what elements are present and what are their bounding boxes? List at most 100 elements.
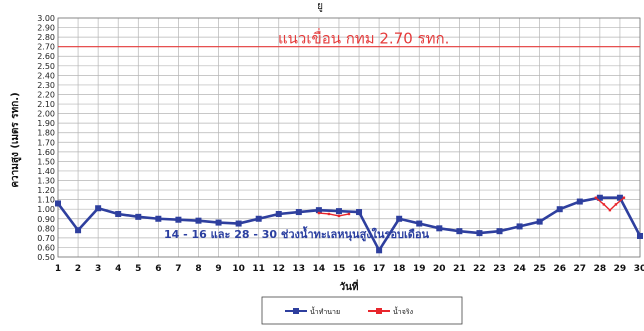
- x-tick-label: 28: [594, 264, 607, 274]
- data-point: [115, 210, 122, 217]
- y-tick-label: 1.40: [37, 167, 55, 176]
- x-tick-label: 16: [353, 264, 366, 274]
- data-point: [496, 228, 503, 235]
- y-tick-label: 1.20: [37, 186, 55, 195]
- x-tick-label: 15: [333, 264, 346, 274]
- x-tick-label: 5: [135, 264, 141, 274]
- data-point: [235, 220, 242, 227]
- x-tick-label: 13: [293, 264, 306, 274]
- y-axis-title: ความสูง (เมตร รทก.): [10, 92, 22, 187]
- y-tick-label: 0.90: [37, 215, 55, 224]
- y-tick-label: 2.90: [37, 24, 55, 33]
- x-tick-label: 23: [493, 264, 506, 274]
- x-tick-label: 1: [55, 264, 61, 274]
- data-point: [616, 194, 623, 201]
- data-point: [556, 206, 563, 213]
- data-point: [75, 227, 82, 234]
- data-point: [337, 214, 341, 218]
- data-point: [347, 212, 351, 216]
- y-tick-label: 3.00: [37, 14, 55, 23]
- data-point: [576, 198, 583, 205]
- data-point: [356, 209, 363, 216]
- x-tick-label: 19: [413, 264, 426, 274]
- y-tick-label: 2.70: [37, 43, 55, 52]
- data-point: [376, 247, 383, 254]
- data-point: [516, 223, 523, 230]
- x-tick-label: 3: [95, 264, 101, 274]
- legend-label: น้ำทำนาย: [310, 305, 340, 316]
- legend-marker: [376, 308, 382, 314]
- x-tick-label: 4: [115, 264, 121, 274]
- data-point: [215, 219, 222, 226]
- data-point: [195, 217, 202, 224]
- x-tick-label: 14: [313, 264, 326, 274]
- data-point: [295, 209, 302, 216]
- x-tick-label: 9: [215, 264, 221, 274]
- y-tick-label: 2.20: [37, 90, 55, 99]
- data-point: [622, 196, 626, 199]
- y-tick-label: 1.60: [37, 148, 55, 157]
- data-point: [476, 230, 483, 237]
- data-point: [135, 213, 142, 220]
- x-tick-label: 27: [574, 264, 587, 274]
- legend-item-2: น้ำจริง: [368, 305, 413, 316]
- data-point: [608, 208, 612, 212]
- x-tick-label: 30: [634, 264, 644, 274]
- x-tick-label: 24: [513, 264, 526, 274]
- y-tick-label: 1.30: [37, 177, 55, 186]
- y-tick-label: 2.60: [37, 52, 55, 61]
- legend-marker: [293, 308, 299, 314]
- y-tick-label: 2.50: [37, 62, 55, 71]
- y-tick-label: 2.80: [37, 33, 55, 42]
- y-tick-label: 2.30: [37, 81, 55, 90]
- data-point: [602, 203, 606, 206]
- x-tick-labels: 1 2 3 4 5 6 7 8 9 10 11 12 13 14 15 16 17 18 19 20 21 22 23 24 2…: [55, 264, 644, 274]
- data-point: [637, 232, 643, 239]
- data-point: [614, 203, 618, 206]
- data-point: [396, 215, 403, 222]
- data-point: [95, 205, 102, 212]
- y-tick-label: 0.60: [37, 243, 55, 252]
- y-tick-label: 1.80: [37, 129, 55, 138]
- data-point: [55, 200, 61, 207]
- x-tick-label: 25: [533, 264, 546, 274]
- y-tick-labels: 0.500.600.700.800.901.001.101.201.301.40…: [37, 14, 55, 262]
- plot-area: [58, 18, 640, 257]
- data-point: [335, 208, 342, 215]
- y-tick-label: 2.10: [37, 100, 55, 109]
- x-axis-title: วันที่: [339, 279, 358, 293]
- plot-frame: [57, 17, 641, 258]
- legend-item-1: น้ำทำนาย: [285, 305, 340, 316]
- y-tick-label: 1.50: [37, 157, 55, 166]
- data-point: [594, 196, 598, 199]
- y-tick-label: 0.50: [37, 253, 55, 262]
- data-point: [275, 210, 282, 217]
- legend-label: น้ำจริง: [393, 305, 413, 316]
- x-tick-label: 22: [473, 264, 486, 274]
- y-tick-label: 1.10: [37, 196, 55, 205]
- x-tick-label: 6: [155, 264, 161, 274]
- x-tick-label: 17: [373, 264, 386, 274]
- x-tick-label: 8: [195, 264, 201, 274]
- x-tick-label: 29: [614, 264, 627, 274]
- dyke-reference-label: แนวเขื่อน กทม 2.70 รทก.: [278, 28, 449, 48]
- y-tick-label: 2.40: [37, 71, 55, 80]
- chart-title: ยู: [317, 1, 323, 12]
- x-tick-label: 18: [393, 264, 406, 274]
- data-point: [536, 218, 543, 225]
- x-tick-label: 10: [232, 264, 245, 274]
- data-point: [456, 228, 463, 235]
- series-line: [56, 196, 642, 253]
- y-tick-label: 1.90: [37, 119, 55, 128]
- data-point: [416, 220, 423, 227]
- data-point: [155, 215, 162, 222]
- data-point: [436, 225, 443, 232]
- y-tick-label: 1.00: [37, 205, 55, 214]
- spring-tide-annotation: 14 - 16 และ 28 - 30 ช่วงน้ำทะเลหนุนสูงใน…: [164, 226, 430, 242]
- data-point: [327, 212, 331, 216]
- data-point: [315, 207, 322, 214]
- x-tick-label: 26: [553, 264, 566, 274]
- y-tick-label: 0.70: [37, 234, 55, 243]
- data-point: [596, 194, 603, 201]
- series-group: [55, 194, 643, 254]
